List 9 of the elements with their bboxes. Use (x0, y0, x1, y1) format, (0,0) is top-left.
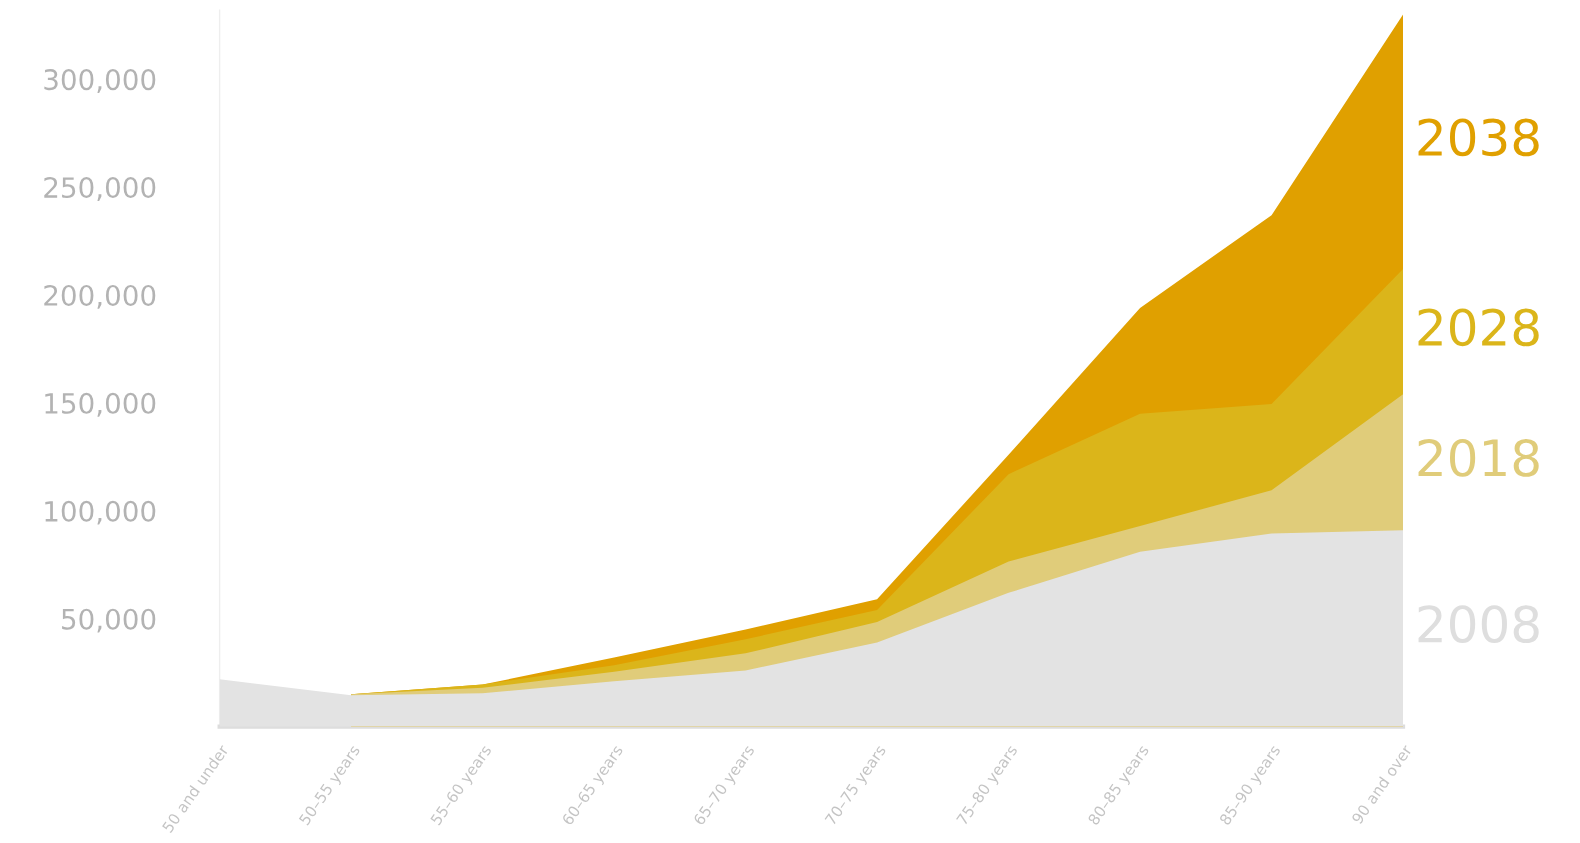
y-tick-label: 150,000 (45, 392, 156, 417)
y-tick-label: 250,000 (44, 177, 156, 201)
y-tick-label: 200,000 (44, 284, 156, 309)
y-tick-label: 100,000 (45, 500, 156, 525)
series-label: 2038 (1418, 118, 1539, 157)
y-tick-label: 50,000 (62, 608, 156, 633)
series-label: 2018 (1418, 438, 1539, 477)
series-label: 2028 (1418, 308, 1539, 347)
y-tick-label: 300,000 (44, 69, 156, 93)
